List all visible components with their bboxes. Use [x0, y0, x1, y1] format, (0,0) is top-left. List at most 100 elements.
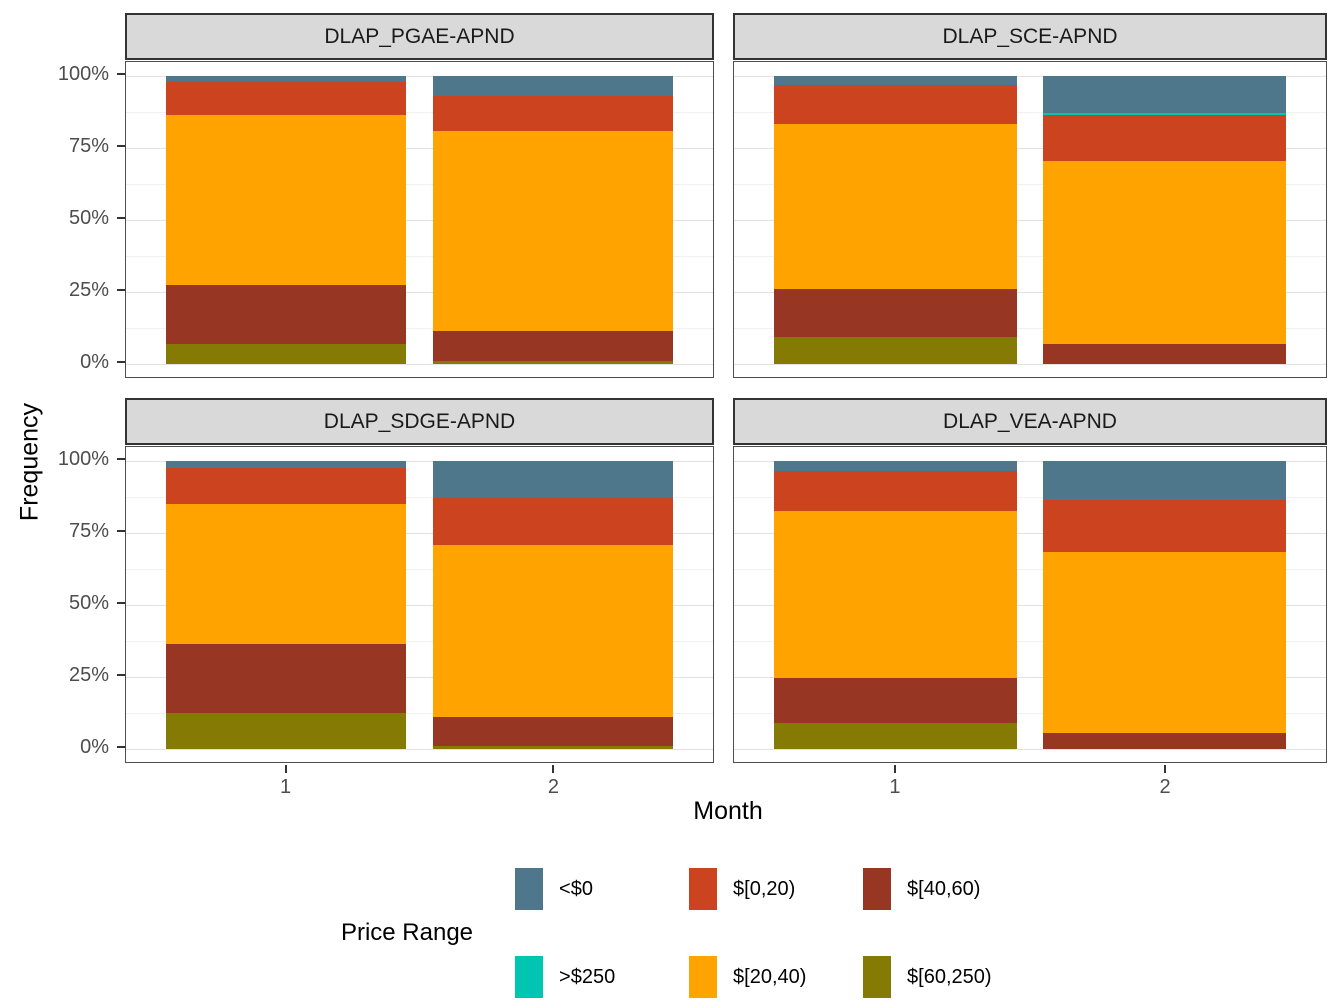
legend-swatch: [689, 868, 718, 910]
bar-segment: [774, 84, 1017, 124]
bar-segment: [1043, 343, 1286, 364]
facet-panel-vea: DLAP_VEA-APND: [733, 398, 1327, 763]
y-tick-label: 25%: [68, 279, 109, 301]
bar-segment: [1043, 461, 1286, 500]
bar-segment: [432, 361, 673, 364]
major-gridline: [734, 220, 1326, 221]
bar-segment: [166, 284, 407, 344]
y-axis-row-2: 0% 25% 50% 75% 100%: [0, 445, 125, 763]
stacked-bar-month-2: [432, 461, 673, 749]
minor-gridline: [734, 569, 1326, 570]
bar-segment: [166, 114, 407, 285]
major-gridline: [126, 220, 713, 221]
tick-mark: [117, 458, 125, 460]
minor-gridline: [734, 184, 1326, 185]
plot-panel: [125, 61, 714, 378]
bar-segment: [1043, 114, 1286, 161]
bar-segment: [774, 336, 1017, 364]
minor-gridline: [126, 112, 713, 113]
bar-segment: [774, 511, 1017, 679]
minor-gridline: [126, 328, 713, 329]
x-tick-label: 1: [889, 776, 901, 798]
minor-gridline: [126, 497, 713, 498]
legend-label: >$250: [559, 965, 616, 988]
tick-mark: [117, 289, 125, 291]
facet-strip-title: DLAP_SCE-APND: [942, 24, 1118, 48]
bar-segment: [774, 471, 1017, 512]
legend-key: $[60,250): [863, 956, 1003, 998]
minor-gridline: [734, 328, 1326, 329]
legend-swatch: [863, 956, 892, 998]
x-axis: 1 2 1 2: [125, 765, 1331, 811]
tick-mark: [117, 530, 125, 532]
y-tick-label: 25%: [68, 664, 109, 686]
legend: Price Range <$0 >$250 $[0,20) $[20,40) $[40,…: [0, 868, 1344, 998]
bar-segment: [1043, 76, 1286, 114]
tick-mark: [1164, 765, 1167, 773]
legend-title: Price Range: [340, 919, 474, 946]
minor-gridline: [126, 641, 713, 642]
y-tick-label: 0%: [80, 351, 109, 373]
minor-gridline: [734, 256, 1326, 257]
legend-column: $[0,20) $[20,40): [689, 868, 829, 998]
x-tick-label: 2: [1159, 776, 1171, 798]
plot-panel: [125, 446, 714, 763]
tick-mark: [117, 602, 125, 604]
minor-gridline: [126, 184, 713, 185]
stacked-bar-month-1: [166, 461, 407, 749]
legend-column: <$0 >$250: [515, 868, 655, 998]
y-tick-label: 75%: [68, 520, 109, 542]
plot-panel: [733, 61, 1327, 378]
minor-gridline: [126, 713, 713, 714]
major-gridline: [126, 461, 713, 462]
major-gridline: [734, 292, 1326, 293]
bar-segment: [432, 96, 673, 131]
bar-segment: [166, 643, 407, 713]
tick-mark: [117, 361, 125, 363]
legend-key: $[40,60): [863, 868, 1003, 910]
stacked-bar-month-1: [774, 76, 1017, 364]
major-gridline: [734, 364, 1326, 365]
tick-mark: [284, 765, 287, 773]
major-gridline: [734, 749, 1326, 750]
bar-segment: [432, 544, 673, 718]
bar-segment: [1043, 499, 1286, 552]
legend-label: $[0,20): [733, 877, 796, 900]
legend-key: >$250: [515, 956, 655, 998]
bar-segment: [432, 76, 673, 97]
major-gridline: [734, 677, 1326, 678]
x-tick-label: 1: [280, 776, 292, 798]
legend-column: $[40,60) $[60,250): [863, 868, 1003, 998]
minor-gridline: [734, 713, 1326, 714]
bar-segment: [166, 81, 407, 115]
bar-segment: [774, 461, 1017, 472]
major-gridline: [126, 605, 713, 606]
legend-swatch: [515, 868, 544, 910]
major-gridline: [126, 677, 713, 678]
bar-segment: [774, 76, 1017, 85]
major-gridline: [734, 148, 1326, 149]
y-axis-row-1: 0% 25% 50% 75% 100%: [0, 60, 125, 378]
y-tick-label: 50%: [68, 207, 109, 229]
tick-mark: [552, 765, 555, 773]
major-gridline: [126, 148, 713, 149]
tick-mark: [893, 765, 896, 773]
major-gridline: [126, 364, 713, 365]
bar-segment: [432, 717, 673, 747]
bar-segment: [1043, 160, 1286, 344]
y-tick-label: 50%: [68, 592, 109, 614]
legend-label: $[20,40): [733, 965, 807, 988]
bar-segment: [166, 468, 407, 505]
facet-panel-sce: DLAP_SCE-APND: [733, 13, 1327, 378]
minor-gridline: [126, 256, 713, 257]
bar-segment: [1043, 113, 1286, 115]
bar-segment: [774, 678, 1017, 724]
major-gridline: [126, 76, 713, 77]
major-gridline: [734, 461, 1326, 462]
tick-mark: [117, 73, 125, 75]
facet-strip: DLAP_SDGE-APND: [125, 398, 714, 445]
bar-segment: [432, 330, 673, 362]
tick-mark: [117, 746, 125, 748]
bar-segment: [432, 461, 673, 499]
